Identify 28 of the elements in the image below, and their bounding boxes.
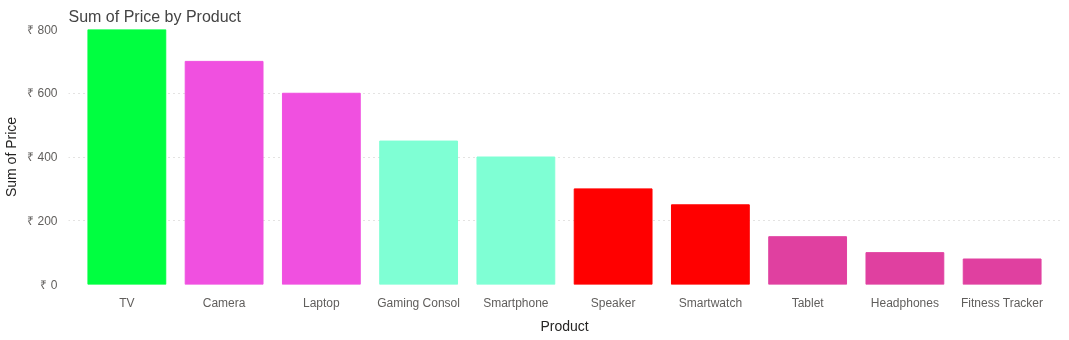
y-tick-label: ₹ 0: [40, 277, 58, 292]
x-tick-label: Camera: [202, 295, 246, 310]
bar: [379, 140, 459, 285]
bar: [281, 92, 361, 285]
bar: [476, 156, 556, 285]
x-tick-label: Laptop: [303, 295, 341, 310]
bar: [670, 204, 750, 285]
y-tick-label: ₹ 600: [27, 86, 58, 101]
x-tick-label: Headphones: [870, 295, 939, 310]
x-tick-label: Smartwatch: [678, 295, 743, 310]
y-tick-label: ₹ 200: [27, 213, 58, 228]
chart-title: Sum of Price by Product: [68, 7, 242, 25]
x-tick-label: Tablet: [791, 295, 825, 310]
bar: [962, 258, 1042, 285]
x-tick-label: TV: [119, 295, 135, 310]
bar: [573, 188, 653, 285]
x-tick-label: Smartphone: [483, 295, 549, 310]
x-tick-label: Speaker: [590, 295, 636, 310]
x-tick-label: Fitness Tracker: [961, 295, 1044, 310]
bar: [184, 60, 264, 285]
y-tick-label: ₹ 400: [27, 150, 58, 164]
bar: [865, 252, 945, 285]
x-axis-title: Product: [540, 317, 589, 334]
bar: [87, 29, 167, 285]
y-axis-title: Sum of Price: [3, 116, 20, 198]
bar: [768, 236, 848, 285]
y-tick-label: ₹ 800: [27, 22, 58, 37]
x-tick-label: Gaming Consol: [377, 295, 460, 310]
